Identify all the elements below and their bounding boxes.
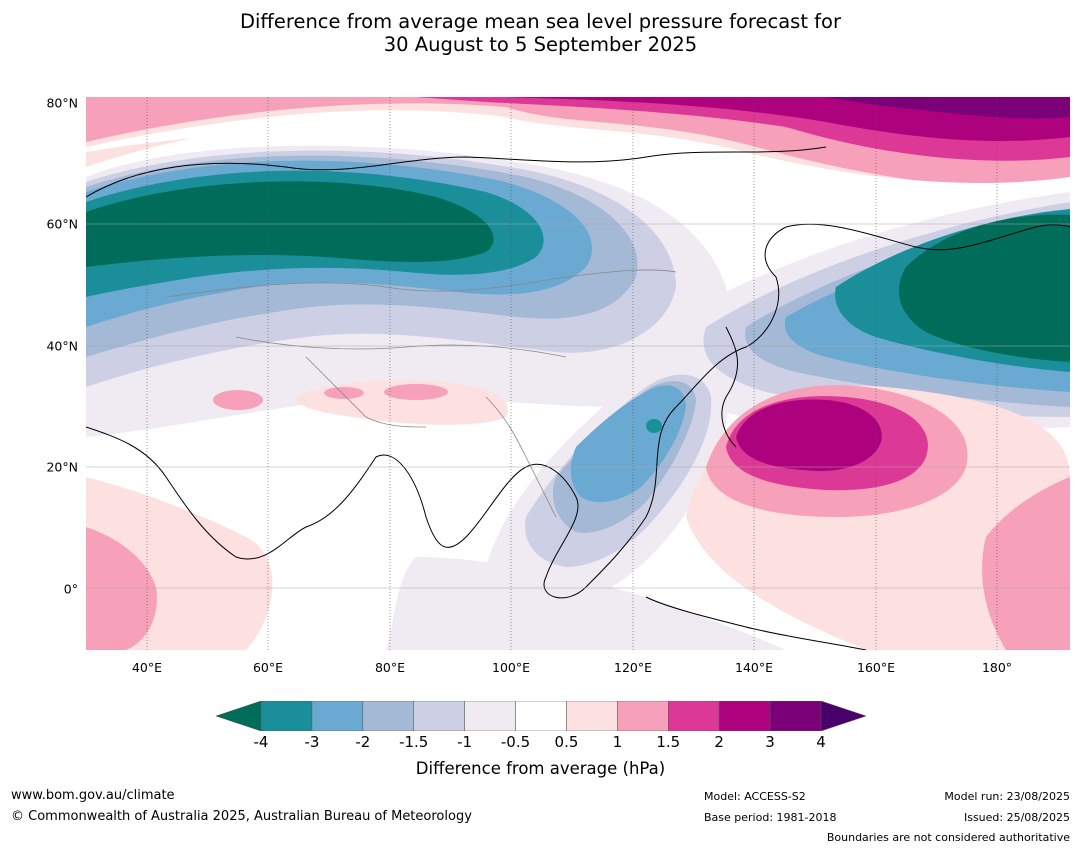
colorbar-tick-label: 0.5	[554, 733, 579, 751]
colorbar-segment	[464, 700, 516, 732]
arctic-white-gap	[86, 110, 1070, 217]
footer-website: www.bom.gov.au/climate	[11, 788, 175, 803]
lon-label-80e: 80°E	[374, 660, 406, 675]
lon-label-60e: 60°E	[252, 660, 284, 675]
colorbar-segment	[668, 700, 720, 732]
lat-label-20n: 20°N	[46, 459, 78, 475]
colorbar-segment	[413, 700, 465, 732]
colorbar-segment	[617, 700, 669, 732]
colorbar-label: Difference from average (hPa)	[415, 759, 666, 778]
colorbar-segment	[311, 700, 364, 732]
lon-label-160e: 160°E	[856, 660, 896, 675]
tibet-pink-blob	[384, 384, 448, 400]
colorbar-tick-label: -1.5	[399, 733, 429, 751]
lon-label-120e: 120°E	[613, 660, 653, 675]
coastlines	[86, 146, 1070, 650]
footer-issued: Issued: 25/08/2025	[963, 811, 1070, 824]
colorbar-tick-label: -4	[253, 733, 269, 751]
colorbar-tick-label: 2	[714, 733, 724, 751]
arctic-band-darkest	[826, 97, 1070, 119]
colorbar-tick-label: 4	[816, 733, 826, 751]
colorbar-segment	[260, 700, 313, 732]
maritime-pale	[386, 557, 786, 650]
colorbar-under-arrow	[215, 700, 262, 732]
lat-label-40n: 40°N	[46, 338, 78, 354]
lon-label-140e: 140°E	[734, 660, 774, 675]
map-title: Difference from average mean sea level p…	[0, 10, 1081, 56]
colorbar-segment	[515, 700, 567, 732]
colorbar-tick-label: 3	[765, 733, 775, 751]
footer-copyright: © Commonwealth of Australia 2025, Austra…	[11, 809, 472, 824]
colorbar-tick-label: -3	[304, 733, 320, 751]
colorbar-tick-label: -0.5	[500, 733, 531, 751]
map-title-line2: 30 August to 5 September 2025	[383, 33, 698, 56]
colorbar-tick-label: 1	[612, 733, 623, 751]
colorbar-segment	[362, 700, 414, 732]
colorbar-tick-label: -1	[457, 733, 473, 751]
tibet-west-blob	[324, 387, 364, 399]
footer-model-run: Model run: 23/08/2025	[944, 790, 1070, 803]
lon-label-100e: 100°E	[491, 660, 531, 675]
africa-pink	[86, 527, 157, 650]
lat-gridlines	[86, 223, 1070, 589]
east-china-core	[646, 419, 662, 433]
colorbar-segment	[769, 700, 822, 732]
colorbar-over-arrow	[820, 700, 867, 732]
footer-base-period: Base period: 1981-2018	[704, 811, 837, 824]
east-pacific-pink	[982, 477, 1070, 650]
footer-model: Model: ACCESS-S2	[704, 790, 806, 803]
colorbar-segment	[718, 700, 771, 732]
lon-label-180: 180°	[981, 660, 1013, 675]
lat-label-60n: 60°N	[46, 216, 78, 232]
lon-gridlines	[146, 97, 998, 650]
footer-disclaimer: Boundaries are not considered authoritat…	[826, 831, 1070, 844]
lat-label-0: 0°	[63, 581, 78, 597]
map-title-line1: Difference from average mean sea level p…	[240, 10, 841, 33]
east-china-band-4	[570, 385, 686, 503]
colorbar-svg	[215, 700, 867, 732]
bering-core	[898, 214, 1070, 362]
colorbar-tick-label: -2	[355, 733, 371, 751]
lon-label-40e: 40°E	[131, 660, 163, 675]
country-borders	[165, 269, 677, 518]
map-svg	[86, 97, 1070, 650]
colorbar-tick-label: 1.5	[656, 733, 681, 751]
colorbar-segment	[566, 700, 618, 732]
iran-pink-blob	[213, 390, 263, 410]
lat-label-80n: 80°N	[46, 95, 78, 111]
pressure-anomaly-map	[86, 97, 1070, 650]
pacific-high-core	[736, 399, 882, 472]
colorbar	[215, 700, 867, 732]
